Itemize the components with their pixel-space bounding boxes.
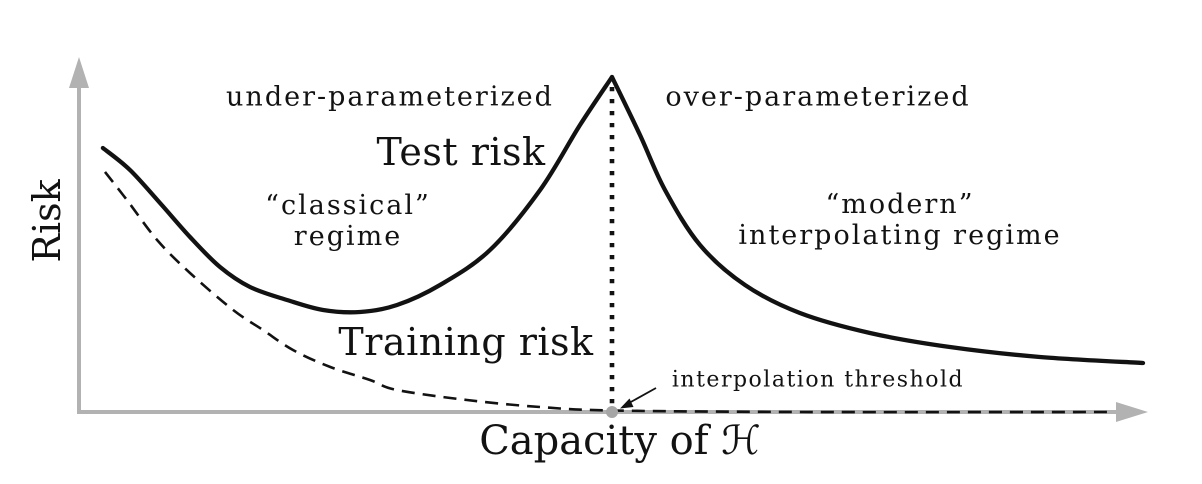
classical-regime-label: “classical” regime — [265, 190, 431, 252]
x-axis-label: Capacity of ℋ — [479, 418, 761, 464]
hypothesis-space-symbol: ℋ — [721, 418, 761, 464]
y-axis-arrowhead-icon — [69, 57, 89, 88]
modern-regime-line2: interpolating regime — [738, 220, 1062, 251]
region-label-over-parameterized: over-parameterized — [665, 81, 971, 113]
threshold-annotation-arrow — [628, 387, 657, 404]
x-axis-label-text: Capacity of — [479, 418, 722, 464]
classical-regime-line1: “classical” — [265, 189, 431, 221]
modern-regime-label: “modern” interpolating regime — [738, 189, 1061, 251]
modern-regime-line1: “modern” — [825, 188, 975, 220]
x-axis-arrowhead-icon — [1116, 402, 1148, 422]
test-risk-label: Test risk — [376, 130, 546, 175]
threshold-annotation-arrowhead-icon — [620, 398, 634, 409]
classical-regime-line2: regime — [293, 221, 403, 252]
test-risk-curve-left — [100, 74, 615, 315]
y-axis-label: Risk — [25, 179, 70, 263]
test-risk-curve-right — [609, 74, 1146, 366]
region-label-under-parameterized: under-parameterized — [226, 81, 554, 113]
interpolation-threshold-marker — [606, 406, 619, 418]
training-risk-curve — [103, 171, 1109, 414]
interpolation-threshold-label: interpolation threshold — [671, 367, 965, 393]
training-risk-label: Training risk — [338, 320, 594, 365]
